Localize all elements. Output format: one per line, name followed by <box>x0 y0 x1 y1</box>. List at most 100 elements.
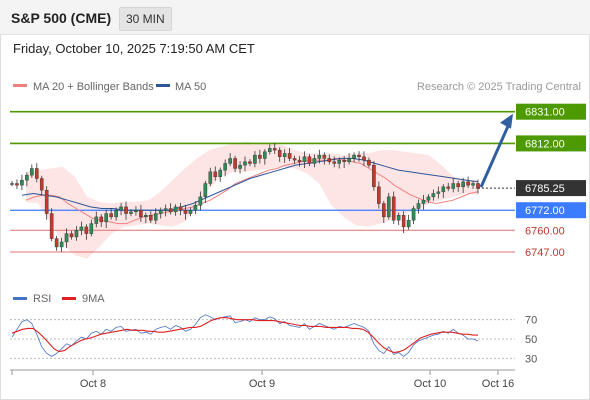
candle-body <box>372 164 376 188</box>
candle-body <box>49 213 54 239</box>
datetime-label: Friday, October 10, 2025 7:19:50 AM CET <box>13 41 255 56</box>
candle-body <box>213 171 218 178</box>
candle-body <box>193 205 198 211</box>
candle-body <box>10 183 14 185</box>
candle-body <box>173 206 178 213</box>
9ma-legend-label: 9MA <box>82 293 105 305</box>
level-label-3: 6760.00 <box>525 225 565 237</box>
candle-body <box>15 183 19 186</box>
rsi-tick-label: 70 <box>525 315 537 327</box>
instrument-title: S&P 500 (CME) <box>11 10 112 26</box>
candle-body <box>178 206 183 211</box>
bollinger-band <box>26 141 478 259</box>
candle-body <box>114 210 118 218</box>
rsi-tick-label: 30 <box>525 353 537 365</box>
level-label-4: 6747.00 <box>525 247 565 259</box>
current-price-box <box>516 180 586 197</box>
level-label-1: 6812.00 <box>525 138 565 150</box>
candle-body <box>258 154 262 159</box>
candle-body <box>292 158 297 161</box>
candle-body <box>129 211 133 214</box>
time-axis-label: Oct 9 <box>249 378 275 390</box>
legend: MA 20 + Bollinger Bands MA 50 Research ©… <box>13 81 581 93</box>
candle-body <box>188 210 193 214</box>
candle-body <box>144 215 148 218</box>
9ma-line <box>11 317 478 354</box>
price-layer: 6831.00 6812.00 6772.00 6760.00 6747.00 6785.… <box>10 103 586 259</box>
candle-body <box>367 159 371 166</box>
candle-body <box>223 163 227 171</box>
candle-body <box>218 169 223 178</box>
candle-body <box>411 208 416 221</box>
candle-body <box>327 158 332 162</box>
candle-body <box>54 238 59 248</box>
ma20-legend-swatch <box>13 84 27 87</box>
candle-body <box>272 148 277 151</box>
candle-body <box>39 178 44 191</box>
current-price-label: 6785.25 <box>525 183 565 195</box>
candle-body <box>456 183 460 188</box>
candle-body <box>84 226 89 234</box>
candle-body <box>134 210 138 213</box>
level-label-2: 6772.00 <box>525 205 565 217</box>
candle-body <box>287 153 292 159</box>
ma50-legend-swatch <box>156 84 170 87</box>
level-label-0: 6831.00 <box>525 107 565 119</box>
candle-body <box>149 215 153 221</box>
candle-body <box>396 215 401 221</box>
candle-body <box>153 213 158 221</box>
candle-body <box>391 196 396 221</box>
candle-body <box>74 230 79 238</box>
time-axis-label: Oct 10 <box>414 378 446 390</box>
candle-body <box>248 161 252 164</box>
candle-body <box>99 216 104 223</box>
candle-body <box>416 203 421 209</box>
candle-body <box>401 215 406 228</box>
time-axis-label: Oct 16 <box>482 378 514 390</box>
candle-body <box>466 181 470 186</box>
candle-body <box>104 213 108 223</box>
candle-body <box>322 154 327 159</box>
rsi-legend: RSI 9MA <box>13 293 105 305</box>
rsi-tick-label: 50 <box>525 334 537 346</box>
candle-body <box>342 159 346 162</box>
candle-body <box>382 203 386 218</box>
candle-body <box>263 151 267 159</box>
ma50-line <box>21 157 479 211</box>
level-box-1 <box>516 135 586 152</box>
candle-body <box>357 154 361 157</box>
candle-body <box>471 183 475 186</box>
candle-body <box>203 183 208 198</box>
candle-body <box>337 159 341 164</box>
candle-body <box>94 216 99 224</box>
candle-body <box>451 183 456 189</box>
candle-body <box>30 168 34 176</box>
candle-body <box>431 193 436 198</box>
candle-body <box>302 156 307 162</box>
time-axis: Oct 8 Oct 9 Oct 10 Oct 16 <box>10 369 515 390</box>
candle-body <box>446 186 451 189</box>
timeframe-badge[interactable]: 30 MIN <box>119 7 172 31</box>
candle-body <box>297 159 302 162</box>
candle-body <box>243 161 247 166</box>
candle-body <box>25 174 29 181</box>
candle-body <box>267 148 272 152</box>
candle-body <box>312 158 317 164</box>
candle-body <box>307 156 312 164</box>
candle-body <box>79 226 84 231</box>
candle-body <box>253 154 257 164</box>
candle-body <box>183 210 188 214</box>
header-bar: S&P 500 (CME) 30 MIN <box>0 0 590 35</box>
candle-body <box>198 196 203 206</box>
candle-body <box>332 161 337 164</box>
candle-body <box>158 210 163 214</box>
candle-body <box>109 213 113 218</box>
candle-body <box>282 153 287 157</box>
forecast-arrow-head <box>500 113 513 129</box>
candle-body <box>441 186 446 193</box>
candle-body <box>386 196 391 218</box>
time-axis-label: Oct 8 <box>80 378 106 390</box>
candle-body <box>124 206 128 214</box>
candle-body <box>44 189 49 214</box>
